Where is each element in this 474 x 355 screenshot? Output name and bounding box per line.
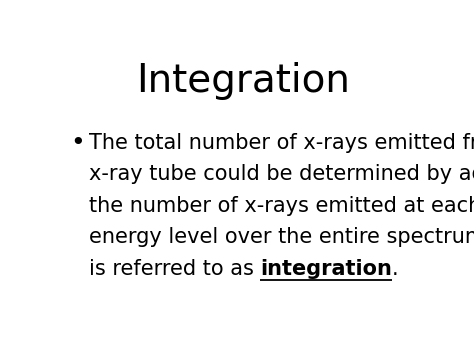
Text: x-ray tube could be determined by adding: x-ray tube could be determined by adding (89, 164, 474, 184)
Text: •: • (70, 131, 85, 155)
Text: The total number of x-rays emitted from an: The total number of x-rays emitted from … (89, 133, 474, 153)
Text: integration: integration (260, 258, 392, 279)
Text: .: . (392, 258, 399, 279)
Text: energy level over the entire spectrum. This: energy level over the entire spectrum. T… (89, 227, 474, 247)
Text: Integration: Integration (136, 62, 350, 100)
Text: the number of x-rays emitted at each: the number of x-rays emitted at each (89, 196, 474, 216)
Text: is referred to as: is referred to as (89, 258, 260, 279)
